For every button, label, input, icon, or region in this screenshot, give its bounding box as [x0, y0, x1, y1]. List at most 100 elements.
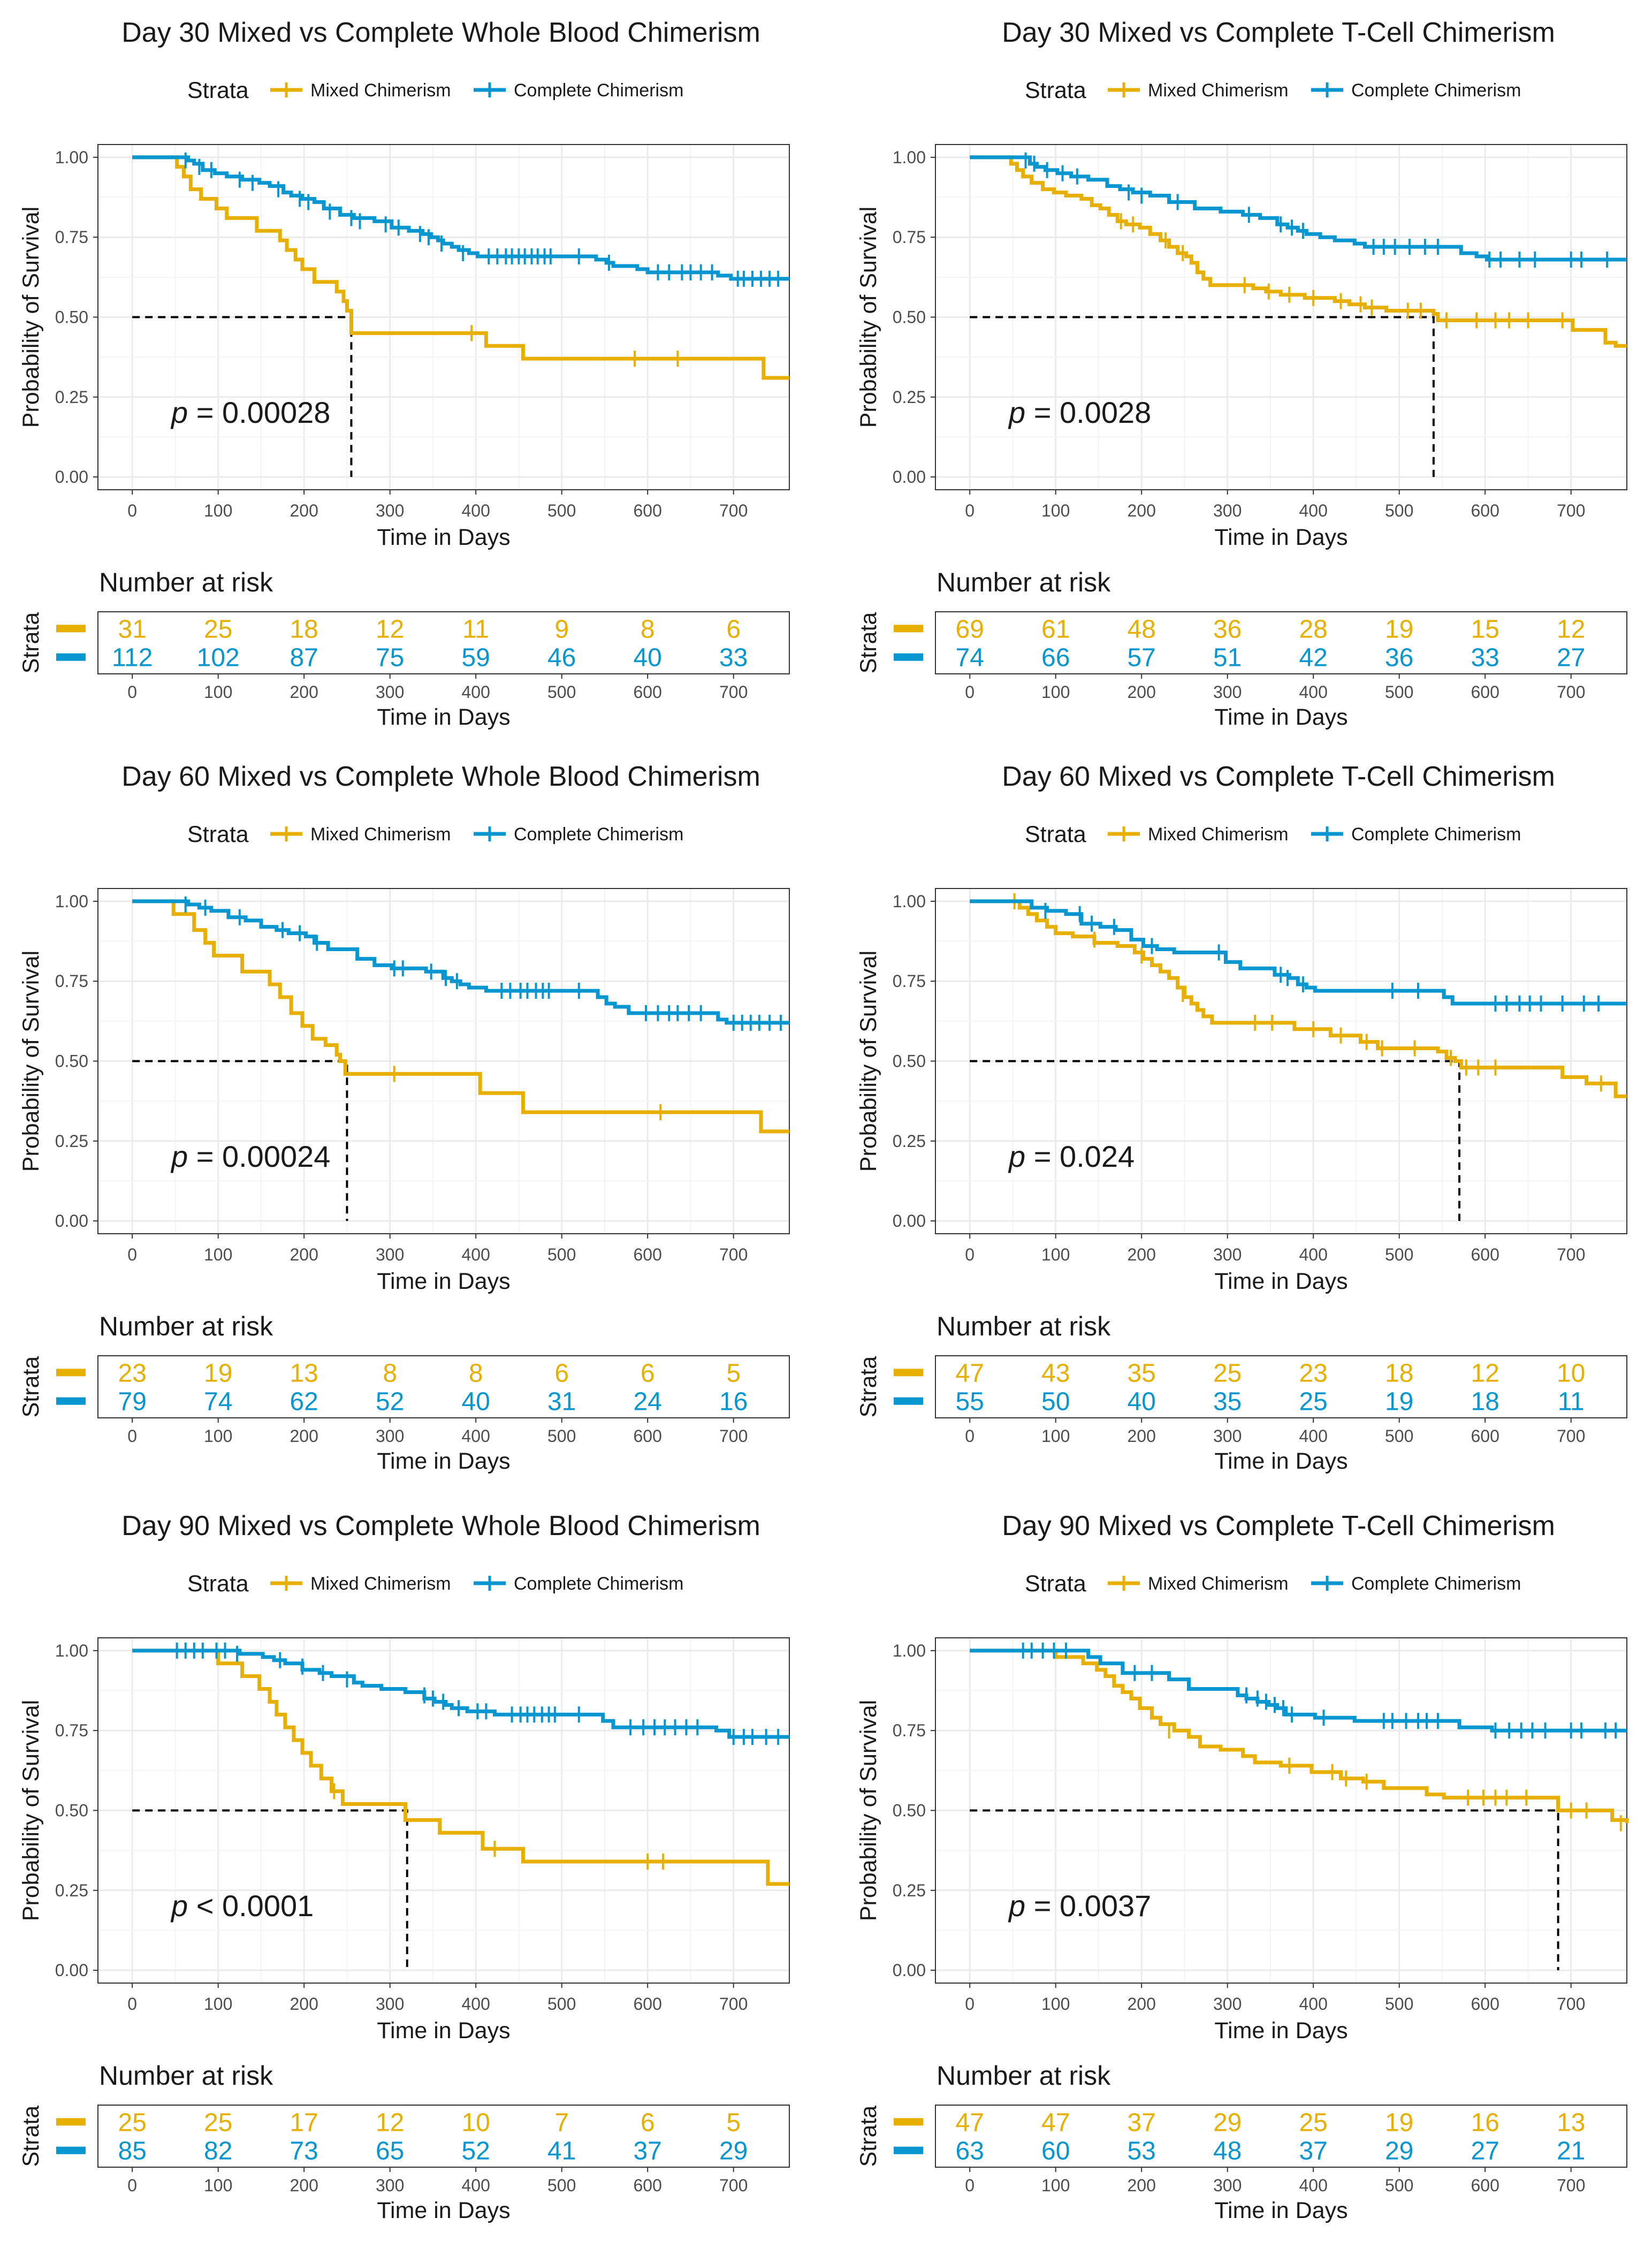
x-tick-label: 400	[1299, 1994, 1327, 2014]
x-tick-label: 400	[461, 1245, 490, 1264]
risk-count-mixed: 18	[1385, 1359, 1413, 1387]
risk-count-complete: 62	[290, 1388, 318, 1416]
x-tick-label: 0	[127, 1245, 137, 1264]
risk-x-tick-label: 200	[290, 682, 318, 702]
y-tick-label: 0.50	[893, 1801, 926, 1820]
risk-x-tick-label: 600	[1471, 2176, 1499, 2195]
x-tick-label: 300	[1213, 501, 1242, 520]
x-tick-label: 500	[547, 501, 576, 520]
km-curve-complete	[132, 899, 789, 1025]
risk-count-complete: 27	[1557, 644, 1585, 672]
risk-table-y-title: Strata	[856, 612, 881, 674]
risk-table-title: Number at risk	[99, 2061, 273, 2091]
x-tick-label: 200	[1127, 1245, 1155, 1264]
risk-key-complete	[56, 653, 86, 661]
legend-label-mixed: Mixed Chimerism	[1148, 1574, 1289, 1594]
risk-count-mixed: 37	[1127, 2108, 1155, 2137]
y-axis-title: Probability of Survival	[856, 1700, 881, 1921]
risk-count-complete: 16	[719, 1388, 748, 1416]
risk-key-mixed	[56, 1369, 86, 1377]
risk-count-mixed: 6	[641, 1359, 655, 1387]
x-tick-label: 400	[1299, 501, 1327, 520]
x-tick-label: 300	[376, 1245, 404, 1264]
risk-count-mixed: 16	[1471, 2108, 1499, 2137]
risk-table-x-title: Time in Days	[377, 2198, 510, 2223]
y-tick-label: 0.50	[893, 1052, 926, 1071]
p-value-symbol: p	[170, 396, 188, 429]
risk-count-complete: 40	[633, 644, 661, 672]
x-tick-label: 600	[633, 501, 661, 520]
y-tick-label: 1.00	[893, 148, 926, 167]
x-tick-label: 400	[1299, 1245, 1327, 1264]
p-value-number: < 0.0001	[188, 1889, 314, 1923]
risk-count-mixed: 7	[554, 2108, 569, 2137]
risk-count-complete: 33	[1471, 644, 1499, 672]
risk-count-mixed: 36	[1213, 615, 1242, 643]
y-axis-title: Probability of Survival	[856, 207, 881, 428]
risk-x-tick-label: 100	[204, 1426, 232, 1446]
risk-count-complete: 48	[1213, 2137, 1242, 2166]
risk-x-tick-label: 0	[965, 1426, 975, 1446]
y-tick-label: 1.00	[893, 1641, 926, 1660]
y-tick-label: 0.75	[55, 1721, 88, 1740]
p-value-symbol: p	[1008, 396, 1025, 429]
median-line	[970, 1809, 1559, 1971]
y-tick-label: 0.75	[893, 1721, 926, 1740]
risk-count-mixed: 31	[118, 615, 147, 643]
y-axis-title: Probability of Survival	[18, 951, 44, 1172]
y-tick-label: 0.00	[55, 1211, 88, 1231]
risk-count-mixed: 5	[726, 1359, 741, 1387]
x-axis-title: Time in Days	[377, 2018, 510, 2044]
x-tick-label: 500	[1385, 1994, 1413, 2014]
risk-table-title: Number at risk	[937, 567, 1111, 597]
x-tick-label: 200	[1127, 501, 1155, 520]
y-tick-label: 0.00	[893, 1211, 926, 1231]
risk-count-complete: 52	[376, 1388, 404, 1416]
risk-x-tick-label: 200	[1127, 2176, 1155, 2195]
legend-title: Strata	[1025, 822, 1086, 847]
km-panel: Day 90 Mixed vs Complete T-Cell Chimeris…	[856, 1510, 1629, 2223]
risk-count-complete: 85	[118, 2137, 147, 2166]
risk-key-mixed	[894, 2118, 923, 2126]
risk-x-tick-label: 0	[127, 2176, 137, 2195]
risk-count-complete: 51	[1213, 644, 1242, 672]
x-tick-label: 300	[1213, 1994, 1242, 2014]
risk-x-tick-label: 400	[1299, 1426, 1327, 1446]
risk-count-mixed: 25	[204, 2108, 232, 2137]
y-tick-label: 0.00	[55, 467, 88, 487]
x-tick-label: 0	[965, 1245, 975, 1264]
risk-x-tick-label: 200	[1127, 682, 1155, 702]
risk-table-x-title: Time in Days	[377, 704, 510, 730]
risk-x-tick-label: 300	[1213, 1426, 1242, 1446]
risk-count-mixed: 19	[1385, 2108, 1413, 2137]
risk-x-tick-label: 300	[1213, 682, 1242, 702]
x-tick-label: 600	[1471, 1994, 1499, 2014]
risk-count-mixed: 6	[641, 2108, 655, 2137]
y-tick-label: 1.00	[55, 892, 88, 911]
km-curve-complete	[132, 1649, 789, 1739]
y-tick-label: 1.00	[55, 1641, 88, 1660]
x-tick-label: 200	[1127, 1994, 1155, 2014]
risk-table-y-title: Strata	[18, 1356, 44, 1418]
legend-label-mixed: Mixed Chimerism	[310, 824, 451, 845]
risk-x-tick-label: 300	[1213, 2176, 1242, 2195]
x-tick-label: 700	[1557, 1994, 1585, 2014]
risk-count-mixed: 23	[1299, 1359, 1327, 1387]
risk-table-title: Number at risk	[937, 1311, 1111, 1341]
risk-table-frame	[935, 1355, 1627, 1418]
risk-x-tick-label: 500	[1385, 682, 1413, 702]
y-axis-title: Probability of Survival	[18, 207, 44, 428]
risk-count-mixed: 69	[956, 615, 984, 643]
risk-x-tick-label: 400	[461, 682, 490, 702]
risk-x-tick-label: 700	[1557, 2176, 1585, 2195]
risk-x-tick-label: 600	[633, 2176, 661, 2195]
p-value: p = 0.00024	[170, 1140, 330, 1173]
risk-count-complete: 65	[376, 2137, 404, 2166]
risk-count-mixed: 61	[1041, 615, 1070, 643]
risk-count-complete: 41	[547, 2137, 576, 2166]
median-line	[132, 1060, 348, 1221]
x-tick-label: 500	[1385, 1245, 1413, 1264]
risk-count-complete: 36	[1385, 644, 1413, 672]
risk-count-mixed: 9	[554, 615, 569, 643]
y-tick-label: 0.25	[893, 388, 926, 407]
